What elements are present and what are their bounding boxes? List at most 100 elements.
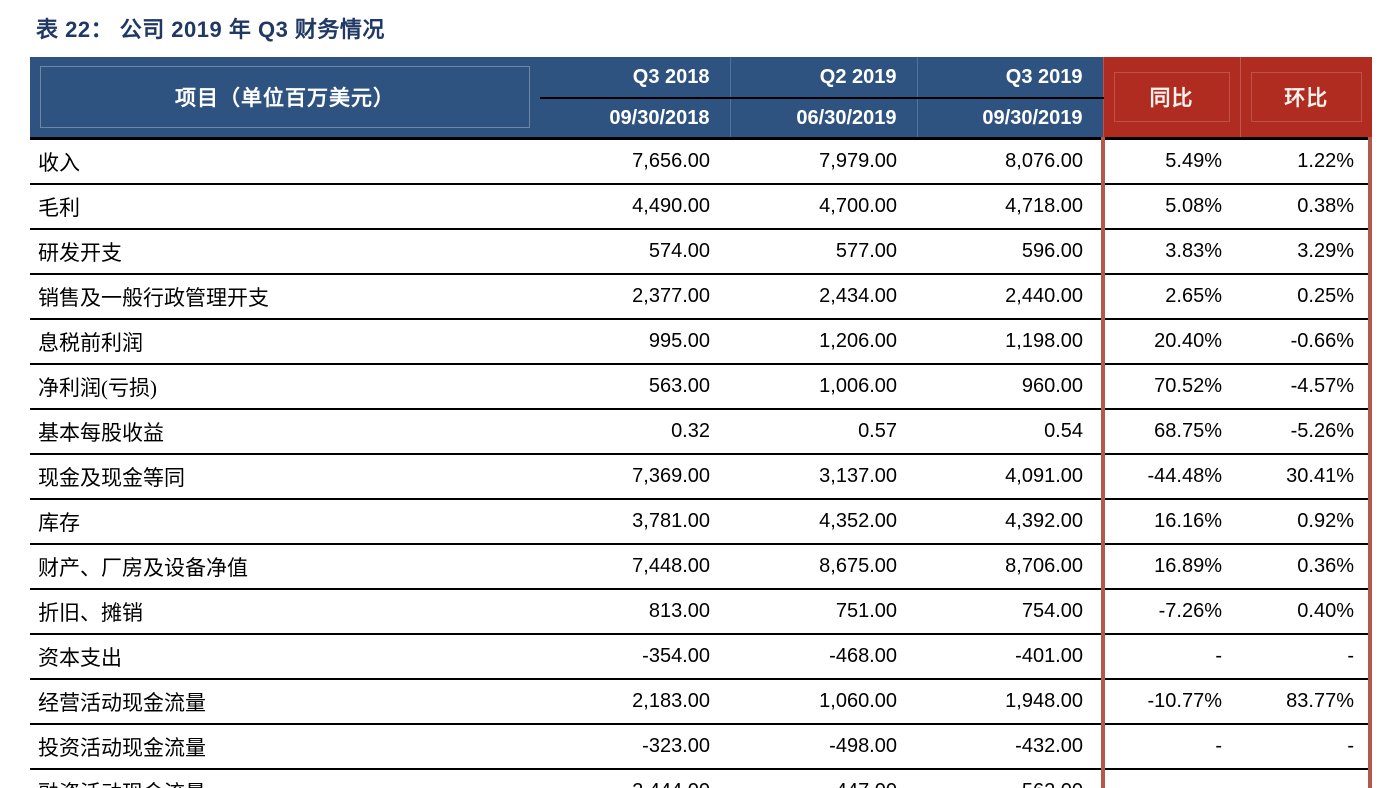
table-row: 息税前利润 995.00 1,206.00 1,198.00 20.40% -0…: [30, 319, 1372, 365]
column-header-qoq: 环比: [1239, 57, 1372, 139]
cell-q3-2019: -432.00: [917, 724, 1103, 770]
cell-q3-2019: -562.00: [917, 769, 1103, 788]
cell-q3-2018: 574.00: [540, 229, 730, 275]
cell-q3-2018: 2,444.00: [540, 769, 730, 788]
cell-q2-2019: 2,434.00: [730, 274, 917, 320]
cell-qoq: 0.38%: [1240, 184, 1372, 230]
cell-yoy: -: [1103, 769, 1240, 788]
row-label: 销售及一般行政管理开支: [30, 274, 540, 320]
cell-q3-2018: 995.00: [540, 319, 730, 365]
cell-qoq: -: [1240, 724, 1372, 770]
table-body: 收入 7,656.00 7,979.00 8,076.00 5.49% 1.22…: [30, 137, 1372, 788]
row-label: 现金及现金等同: [30, 454, 540, 500]
cell-q2-2019: -498.00: [730, 724, 917, 770]
cell-qoq: 0.92%: [1240, 499, 1372, 545]
cell-yoy: 20.40%: [1103, 319, 1240, 365]
cell-qoq: -4.57%: [1240, 364, 1372, 410]
table-row: 收入 7,656.00 7,979.00 8,076.00 5.49% 1.22…: [30, 137, 1372, 185]
cell-q3-2019: 4,718.00: [917, 184, 1103, 230]
table-row: 投资活动现金流量 -323.00 -498.00 -432.00 - -: [30, 724, 1372, 770]
financial-table: 项目（单位百万美元） Q3 2018 Q2 2019 Q3 2019 同比 环比…: [30, 57, 1372, 788]
cell-q3-2019: 0.54: [917, 409, 1103, 455]
cell-q3-2019: 2,440.00: [917, 274, 1103, 320]
cell-q2-2019: 8,675.00: [730, 544, 917, 590]
cell-qoq: 0.25%: [1240, 274, 1372, 320]
cell-q3-2019: 1,948.00: [917, 679, 1103, 725]
date-header-q3-2018: 09/30/2018: [540, 98, 731, 139]
column-header-yoy: 同比: [1103, 57, 1240, 139]
date-header-q3-2019: 09/30/2019: [917, 98, 1104, 139]
cell-qoq: -: [1240, 769, 1372, 788]
cell-q2-2019: 7,979.00: [730, 137, 917, 185]
cell-yoy: 16.89%: [1103, 544, 1240, 590]
row-label: 净利润(亏损): [30, 364, 540, 410]
row-label: 收入: [30, 137, 540, 185]
table-row: 净利润(亏损) 563.00 1,006.00 960.00 70.52% -4…: [30, 364, 1372, 410]
table-row: 资本支出 -354.00 -468.00 -401.00 - -: [30, 634, 1372, 680]
cell-qoq: -0.66%: [1240, 319, 1372, 365]
row-label: 资本支出: [30, 634, 540, 680]
table-row: 现金及现金等同 7,369.00 3,137.00 4,091.00 -44.4…: [30, 454, 1372, 500]
cell-q2-2019: 1,060.00: [730, 679, 917, 725]
cell-q3-2018: 4,490.00: [540, 184, 730, 230]
table-title: 表 22： 公司 2019 年 Q3 财务情况: [36, 17, 385, 42]
row-label: 经营活动现金流量: [30, 679, 540, 725]
cell-q3-2019: 8,076.00: [917, 137, 1103, 185]
cell-qoq: -5.26%: [1240, 409, 1372, 455]
qoq-header-label: 环比: [1250, 72, 1362, 122]
row-label: 息税前利润: [30, 319, 540, 365]
cell-q3-2019: 4,392.00: [917, 499, 1103, 545]
cell-q3-2019: 754.00: [917, 589, 1103, 635]
cell-q3-2018: 7,448.00: [540, 544, 730, 590]
cell-q2-2019: 751.00: [730, 589, 917, 635]
header-row-dates: 09/30/2018 06/30/2019 09/30/2019: [30, 98, 1372, 139]
cell-q2-2019: 1,006.00: [730, 364, 917, 410]
cell-q3-2018: 7,369.00: [540, 454, 730, 500]
table-header: 项目（单位百万美元） Q3 2018 Q2 2019 Q3 2019 同比 环比…: [30, 57, 1372, 139]
date-header-q2-2019: 06/30/2019: [730, 98, 918, 139]
cell-q2-2019: 577.00: [730, 229, 917, 275]
cell-qoq: 1.22%: [1240, 137, 1372, 185]
cell-qoq: 83.77%: [1240, 679, 1372, 725]
cell-q2-2019: 4,700.00: [730, 184, 917, 230]
row-label: 库存: [30, 499, 540, 545]
cell-q2-2019: 3,137.00: [730, 454, 917, 500]
cell-q3-2018: 2,377.00: [540, 274, 730, 320]
cell-qoq: 3.29%: [1240, 229, 1372, 275]
cell-q3-2019: 8,706.00: [917, 544, 1103, 590]
yoy-block-left-divider: [1101, 137, 1105, 788]
yoy-header-label: 同比: [1113, 72, 1230, 122]
table-row: 折旧、摊销 813.00 751.00 754.00 -7.26% 0.40%: [30, 589, 1372, 635]
column-header-item: 项目（单位百万美元）: [30, 57, 540, 139]
row-label: 研发开支: [30, 229, 540, 275]
cell-qoq: 0.36%: [1240, 544, 1372, 590]
column-header-q3-2018: Q3 2018: [540, 57, 731, 99]
row-label: 融资活动现金流量: [30, 769, 540, 788]
cell-q3-2018: 3,781.00: [540, 499, 730, 545]
table-row: 融资活动现金流量 2,444.00 -447.00 -562.00 - -: [30, 769, 1372, 788]
cell-q3-2018: -354.00: [540, 634, 730, 680]
cell-yoy: 3.83%: [1103, 229, 1240, 275]
table-row: 财产、厂房及设备净值 7,448.00 8,675.00 8,706.00 16…: [30, 544, 1372, 590]
table-row: 库存 3,781.00 4,352.00 4,392.00 16.16% 0.9…: [30, 499, 1372, 545]
cell-qoq: -: [1240, 634, 1372, 680]
cell-yoy: 5.49%: [1103, 137, 1240, 185]
table-row: 研发开支 574.00 577.00 596.00 3.83% 3.29%: [30, 229, 1372, 275]
cell-q3-2018: 0.32: [540, 409, 730, 455]
cell-yoy: -44.48%: [1103, 454, 1240, 500]
cell-yoy: -: [1103, 724, 1240, 770]
header-row-quarters: 项目（单位百万美元） Q3 2018 Q2 2019 Q3 2019 同比 环比: [30, 57, 1372, 139]
cell-q2-2019: 0.57: [730, 409, 917, 455]
table-row: 经营活动现金流量 2,183.00 1,060.00 1,948.00 -10.…: [30, 679, 1372, 725]
cell-q3-2018: 7,656.00: [540, 137, 730, 185]
cell-q3-2019: -401.00: [917, 634, 1103, 680]
cell-yoy: 68.75%: [1103, 409, 1240, 455]
row-label: 折旧、摊销: [30, 589, 540, 635]
row-label: 毛利: [30, 184, 540, 230]
cell-q2-2019: -468.00: [730, 634, 917, 680]
cell-yoy: -10.77%: [1103, 679, 1240, 725]
cell-q2-2019: 4,352.00: [730, 499, 917, 545]
cell-q3-2019: 1,198.00: [917, 319, 1103, 365]
cell-yoy: 70.52%: [1103, 364, 1240, 410]
